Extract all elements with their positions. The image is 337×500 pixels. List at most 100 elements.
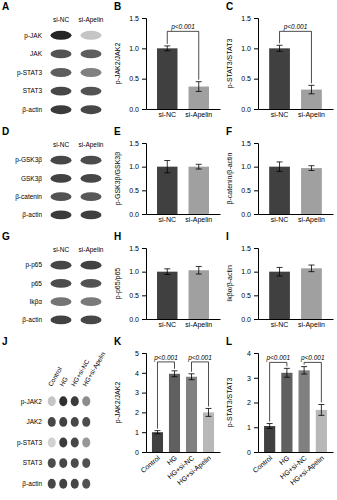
error-bar xyxy=(277,267,283,276)
y-tick: 2 xyxy=(135,409,146,416)
row-label: p-STAT3 xyxy=(17,439,42,447)
bar xyxy=(299,370,310,452)
y-tick-label: 5 xyxy=(135,350,139,357)
y-tick-label: 0.0 xyxy=(129,106,139,113)
y-tick-mark xyxy=(142,109,146,110)
x-tick: si-NC xyxy=(159,216,177,223)
y-tick-label: 1.0 xyxy=(129,268,139,275)
y-tick: 0.0 xyxy=(241,316,258,323)
band xyxy=(48,396,56,406)
panel: Gsi-NCsi-Apelinp-p65p65Ikβαβ-actin xyxy=(2,231,104,324)
row-label: GSK3β xyxy=(21,175,42,183)
y-axis-title: p-STAT3/STAT3 xyxy=(226,378,234,428)
plot: 0.00.51.01.5si-NCsi-ApelinIkβα/β-actin xyxy=(226,245,334,329)
x-tick-label: HG xyxy=(166,454,179,466)
y-tick-label: 0.5 xyxy=(241,75,251,82)
x-axis: si-NCsi-Apelin xyxy=(259,215,334,224)
x-tick: HG+si-Apelin xyxy=(176,454,213,487)
y-tick-label: 0.0 xyxy=(241,106,251,113)
significance-label: p<0.001 xyxy=(153,354,178,362)
y-axis: 012345 xyxy=(135,350,146,456)
y-tick-mark xyxy=(142,214,146,215)
y-axis: 0.00.51.01.5 xyxy=(129,15,146,113)
plot: 0.00.51.01.5si-NCsi-Apelinβ-catenin/β-ac… xyxy=(226,140,334,224)
y-tick-label: 1.0 xyxy=(241,268,251,275)
y-tick: 1.5 xyxy=(129,140,146,147)
error-bar xyxy=(318,404,324,415)
marks xyxy=(157,266,209,319)
y-tick-label: 2 xyxy=(135,409,139,416)
x-tick: si-Apelin xyxy=(298,321,325,329)
error-bar xyxy=(277,162,283,171)
error-bar xyxy=(284,368,290,377)
band xyxy=(51,105,72,114)
band xyxy=(59,417,67,427)
y-tick-label: 0.5 xyxy=(241,187,251,194)
band xyxy=(81,87,102,96)
column-labels: si-NC si-Apelin xyxy=(53,141,104,149)
y-tick: 1.0 xyxy=(129,45,146,52)
y-tick: 1.5 xyxy=(129,245,146,252)
y-tick-label: 0.5 xyxy=(241,292,251,299)
band xyxy=(51,31,72,40)
y-tick-label: 1.5 xyxy=(129,245,139,252)
y-tick: 0.5 xyxy=(129,292,146,299)
bar xyxy=(152,432,163,452)
y-axis: 0.00.51.01.5 xyxy=(241,245,258,323)
panel-label: K xyxy=(114,336,122,347)
y-axis: 0.00.51.01.5 xyxy=(129,140,146,218)
row-label: p65 xyxy=(31,280,42,288)
marks xyxy=(152,371,214,452)
x-tick-label: si-NC xyxy=(159,111,177,118)
x-tick: si-NC xyxy=(271,321,289,328)
significance-bracket xyxy=(270,362,287,421)
panel-label: B xyxy=(114,1,121,12)
significance-label: p<0.001 xyxy=(300,354,325,362)
panel-label: E xyxy=(114,126,121,137)
bar xyxy=(269,272,290,319)
x-tick: si-Apelin xyxy=(298,216,325,224)
y-tick-mark xyxy=(254,353,258,354)
y-tick-label: 0.0 xyxy=(129,211,139,218)
column-label: si-Apelin xyxy=(79,246,104,254)
band xyxy=(82,417,90,427)
band xyxy=(51,156,72,165)
y-tick: 0.5 xyxy=(129,187,146,194)
panel: C0.00.51.01.5si-NCsi-Apelinp-STAT3/STAT3… xyxy=(226,1,334,119)
y-tick-label: 0.5 xyxy=(129,187,139,194)
y-tick-label: 4 xyxy=(135,370,139,377)
y-tick: 0 xyxy=(135,449,146,456)
plot: 0.00.51.01.5si-NCsi-Apelinp-JAK2/JAK2p<0… xyxy=(114,15,221,119)
column-labels: ControlHGHG+si-NCHG+si-Apelin xyxy=(47,350,108,388)
y-axis-line xyxy=(254,354,259,453)
y-axis-title: p-JAK2/JAK2 xyxy=(114,382,122,424)
x-tick: HG xyxy=(166,454,179,466)
x-tick: si-Apelin xyxy=(185,216,212,224)
y-tick: 2 xyxy=(247,399,258,406)
y-tick: 1.0 xyxy=(241,268,258,275)
y-axis-title: p-p65/p65 xyxy=(114,268,122,300)
band xyxy=(51,68,72,77)
error-bar xyxy=(301,367,307,374)
y-tick: 0.5 xyxy=(241,75,258,82)
marks xyxy=(269,265,322,319)
x-tick: si-Apelin xyxy=(185,111,212,119)
row-label: β-actin xyxy=(22,106,42,114)
y-tick-label: 1.5 xyxy=(241,15,251,22)
band xyxy=(51,210,72,219)
error-bar xyxy=(196,266,202,274)
band xyxy=(51,279,72,288)
panel: H0.00.51.01.5si-NCsi-Apelinp-p65/p65 xyxy=(114,231,221,329)
error-bar xyxy=(267,424,273,429)
y-axis-line xyxy=(142,19,147,110)
bar xyxy=(157,48,177,109)
column-label: si-Apelin xyxy=(79,141,104,149)
x-tick-label: HG+si-Apelin xyxy=(176,454,213,487)
y-tick: 0.0 xyxy=(129,211,146,218)
y-tick-mark xyxy=(254,427,258,428)
y-tick-mark xyxy=(254,378,258,379)
error-bar xyxy=(308,85,314,93)
error-bar xyxy=(164,46,170,51)
y-tick-mark xyxy=(254,248,258,249)
column-label: si-NC xyxy=(53,141,70,148)
